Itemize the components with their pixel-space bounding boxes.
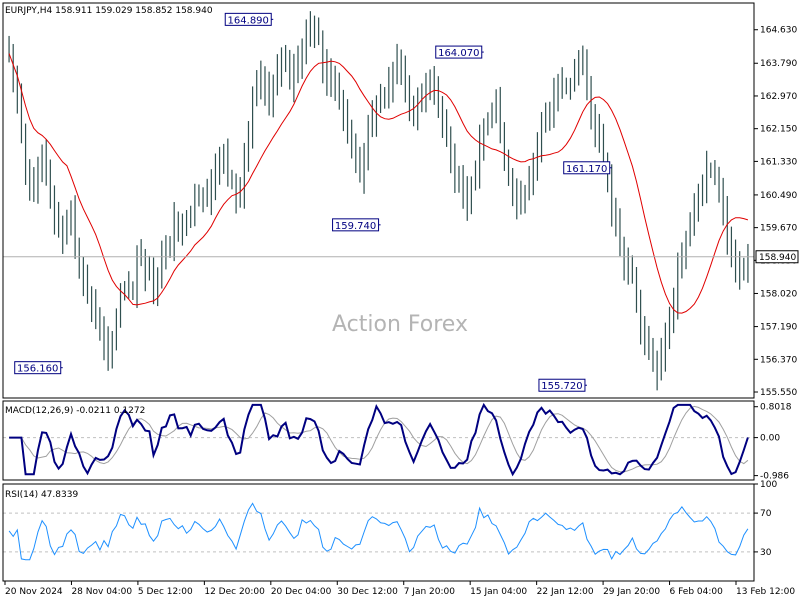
rsi-y-tick-label: 100 xyxy=(760,480,777,490)
main-panel-frame xyxy=(2,2,755,399)
y-tick-label: 155.550 xyxy=(760,388,797,398)
y-tick-label: 164.630 xyxy=(760,26,797,36)
rsi-line xyxy=(8,502,749,561)
x-tick-label: 6 Feb 04:00 xyxy=(670,587,724,597)
x-tick-label: 13 Feb 12:00 xyxy=(736,587,795,597)
macd-y-tick-label: 0.8018 xyxy=(760,403,792,413)
rsi-y-tick-label: 70 xyxy=(760,509,772,519)
macd-y-tick-label: -0.986 xyxy=(760,472,789,482)
pivot-label: 155.720 xyxy=(541,381,582,392)
current-price-label: 158.940 xyxy=(759,253,796,263)
x-tick-label: 5 Dec 12:00 xyxy=(138,587,193,597)
x-tick-label: 20 Dec 04:00 xyxy=(271,587,332,597)
y-tick-label: 157.190 xyxy=(760,323,797,333)
macd-y-tick-label: 0.00 xyxy=(760,434,780,444)
y-tick-label: 158.020 xyxy=(760,289,797,299)
pivot-label: 164.890 xyxy=(228,15,269,26)
rsi-title: RSI(14) 47.8339 xyxy=(5,490,78,500)
rsi-y-tick-label: 30 xyxy=(760,548,772,558)
y-tick-label: 159.670 xyxy=(760,224,797,234)
x-tick-label: 30 Dec 12:00 xyxy=(337,587,398,597)
rsi-panel-frame xyxy=(2,483,755,582)
pivot-label: 164.070 xyxy=(438,48,479,59)
current-price-tag xyxy=(755,250,799,264)
x-tick-label: 7 Jan 20:00 xyxy=(404,587,456,597)
chart-title: EURJPY,H4 158.911 159.029 158.852 158.94… xyxy=(5,6,213,16)
x-tick-label: 29 Jan 20:00 xyxy=(603,587,660,597)
pivot-label: 159.740 xyxy=(335,221,376,232)
macd-panel-frame xyxy=(2,400,755,481)
y-tick-label: 160.490 xyxy=(760,191,797,201)
y-tick-label: 162.150 xyxy=(760,125,797,135)
x-tick-label: 12 Dec 20:00 xyxy=(204,587,265,597)
x-tick-label: 15 Jan 04:00 xyxy=(470,587,527,597)
macd-title: MACD(12,26,9) -0.0211 0.1272 xyxy=(5,406,145,416)
x-tick-label: 20 Nov 2024 xyxy=(5,587,63,597)
macd-line xyxy=(9,402,749,477)
y-tick-label: 162.970 xyxy=(760,92,797,102)
pivot-label: 156.160 xyxy=(17,364,58,375)
y-tick-label: 161.330 xyxy=(760,157,797,167)
y-tick-label: 163.790 xyxy=(760,59,797,69)
moving-average-line xyxy=(8,53,749,314)
watermark: Action Forex xyxy=(332,312,468,337)
x-tick-label: 22 Jan 12:00 xyxy=(537,587,594,597)
pivot-label: 161.170 xyxy=(566,164,607,175)
x-tick-label: 28 Nov 04:00 xyxy=(71,587,132,597)
y-tick-label: 156.370 xyxy=(760,355,797,365)
